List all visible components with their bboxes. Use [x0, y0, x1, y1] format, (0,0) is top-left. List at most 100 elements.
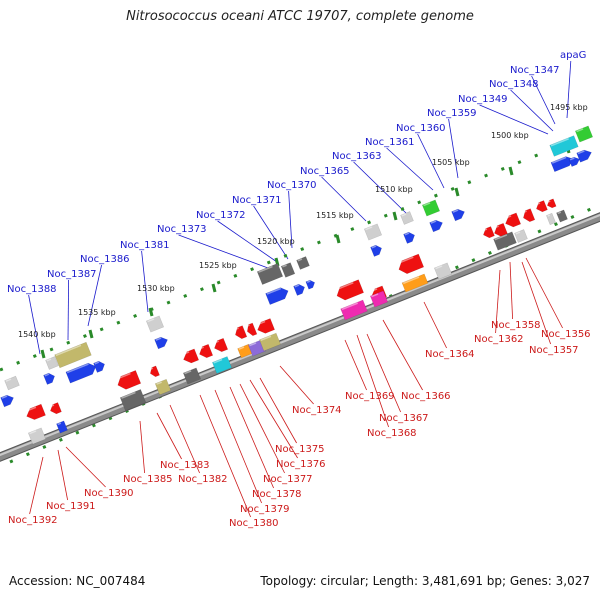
- reverse-gene-shape: [505, 212, 522, 228]
- upper-tick-mark: [350, 227, 355, 232]
- reverse-leader-line: [29, 456, 44, 515]
- forward-gene-label: Noc_1388: [7, 284, 57, 295]
- upper-tick-mark: [83, 334, 87, 338]
- reverse-leader-line: [509, 261, 513, 320]
- forward-gene-label: Noc_1370: [267, 180, 317, 191]
- forward-gene-shape: [154, 336, 168, 350]
- forward-gene-shape: [54, 341, 92, 369]
- upper-tick-mark: [283, 253, 288, 258]
- reverse-gene: [340, 299, 368, 321]
- reverse-gene: [369, 290, 389, 308]
- forward-gene-highlight: [430, 220, 437, 224]
- forward-gene: [256, 263, 284, 285]
- reverse-leader-line: [239, 383, 285, 474]
- forward-gene: [43, 372, 55, 385]
- upper-tick-mark: [233, 273, 238, 278]
- gene-features: [0, 125, 594, 445]
- reverse-gene: [182, 367, 202, 385]
- major-tick-mark: [148, 307, 154, 317]
- forward-gene-highlight: [306, 280, 311, 284]
- forward-gene: [145, 315, 165, 333]
- reverse-gene-highlight: [435, 265, 443, 270]
- forward-gene-label: Noc_1387: [47, 269, 97, 280]
- reverse-gene-highlight: [198, 346, 204, 350]
- lower-tick-mark: [471, 258, 476, 263]
- forward-gene-highlight: [294, 284, 300, 288]
- forward-gene-highlight: [404, 232, 410, 236]
- forward-gene: [549, 135, 579, 157]
- reverse-leader-line: [199, 394, 251, 518]
- reverse-gene: [212, 356, 232, 374]
- upper-tick-mark: [517, 160, 522, 165]
- reverse-gene: [49, 402, 62, 415]
- major-tick-mark: [211, 283, 217, 293]
- upper-tick-mark: [500, 166, 505, 171]
- forward-gene-label: Noc_1386: [80, 254, 130, 265]
- reverse-gene-label: Noc_1385: [123, 474, 173, 485]
- forward-gene-shape: [576, 149, 592, 163]
- forward-leader-line: [217, 220, 278, 263]
- reverse-gene: [433, 262, 453, 280]
- upper-tick-mark: [300, 247, 305, 252]
- reverse-gene-highlight: [370, 288, 378, 293]
- reverse-gene: [397, 253, 425, 275]
- reverse-gene-highlight: [25, 406, 37, 413]
- reverse-gene-highlight: [546, 200, 551, 204]
- forward-gene-label: Noc_1349: [458, 94, 508, 105]
- upper-tick-mark: [316, 240, 321, 245]
- forward-gene: [370, 244, 382, 257]
- forward-gene-highlight: [423, 202, 431, 207]
- reverse-gene: [493, 222, 509, 238]
- reverse-gene: [182, 348, 200, 364]
- reverse-gene-label: Noc_1379: [240, 504, 290, 515]
- reverse-gene-shape: [546, 198, 557, 209]
- forward-leader-line: [67, 279, 69, 341]
- forward-gene-highlight: [569, 157, 575, 161]
- scale-label: 1525 kbp: [199, 261, 237, 270]
- reverse-gene-label: Noc_1367: [379, 413, 429, 424]
- reverse-gene: [335, 279, 364, 301]
- lower-tick-mark: [58, 437, 63, 442]
- accession-text: Accession: NC_007484: [9, 574, 146, 588]
- reverse-gene-highlight: [557, 211, 562, 215]
- reverse-leader-line: [423, 301, 447, 349]
- lower-tick-mark: [25, 452, 30, 457]
- forward-gene-label: Noc_1365: [300, 166, 350, 177]
- forward-gene-shape: [451, 208, 465, 222]
- reverse-gene-highlight: [249, 342, 257, 347]
- reverse-gene-label: Noc_1364: [425, 349, 475, 360]
- reverse-gene-highlight: [504, 215, 512, 220]
- major-tick-mark: [508, 166, 514, 176]
- forward-gene-shape: [363, 223, 383, 241]
- reverse-leader-line: [214, 389, 262, 504]
- forward-gene: [400, 211, 414, 225]
- reverse-gene-highlight: [341, 302, 358, 311]
- forward-leader-line: [321, 176, 367, 222]
- reverse-gene: [522, 208, 536, 223]
- reverse-gene-highlight: [149, 367, 154, 371]
- reverse-gene-highlight: [522, 210, 527, 214]
- forward-gene-highlight: [365, 226, 373, 231]
- reverse-leader-line: [156, 412, 182, 460]
- scale-label: 1530 kbp: [137, 284, 175, 293]
- reverse-gene: [514, 229, 528, 243]
- reverse-gene-highlight: [238, 346, 245, 350]
- reverse-gene-shape: [26, 403, 46, 420]
- reverse-gene-highlight: [515, 231, 521, 235]
- reverse-gene-shape: [150, 365, 160, 378]
- reverse-gene: [546, 198, 557, 209]
- forward-leader-line: [448, 118, 459, 179]
- forward-gene: [574, 125, 594, 143]
- lower-tick-mark: [570, 215, 575, 219]
- reverse-gene-highlight: [482, 228, 488, 232]
- reverse-gene-highlight: [246, 324, 250, 328]
- reverse-gene: [504, 212, 522, 228]
- upper-tick-mark: [166, 300, 171, 305]
- forward-gene-highlight: [46, 358, 52, 362]
- reverse-gene-shape: [259, 332, 281, 352]
- forward-gene: [421, 199, 441, 217]
- reverse-gene-label: Noc_1368: [367, 428, 417, 439]
- reverse-gene-label: Noc_1376: [276, 459, 326, 470]
- forward-gene-shape: [370, 244, 382, 257]
